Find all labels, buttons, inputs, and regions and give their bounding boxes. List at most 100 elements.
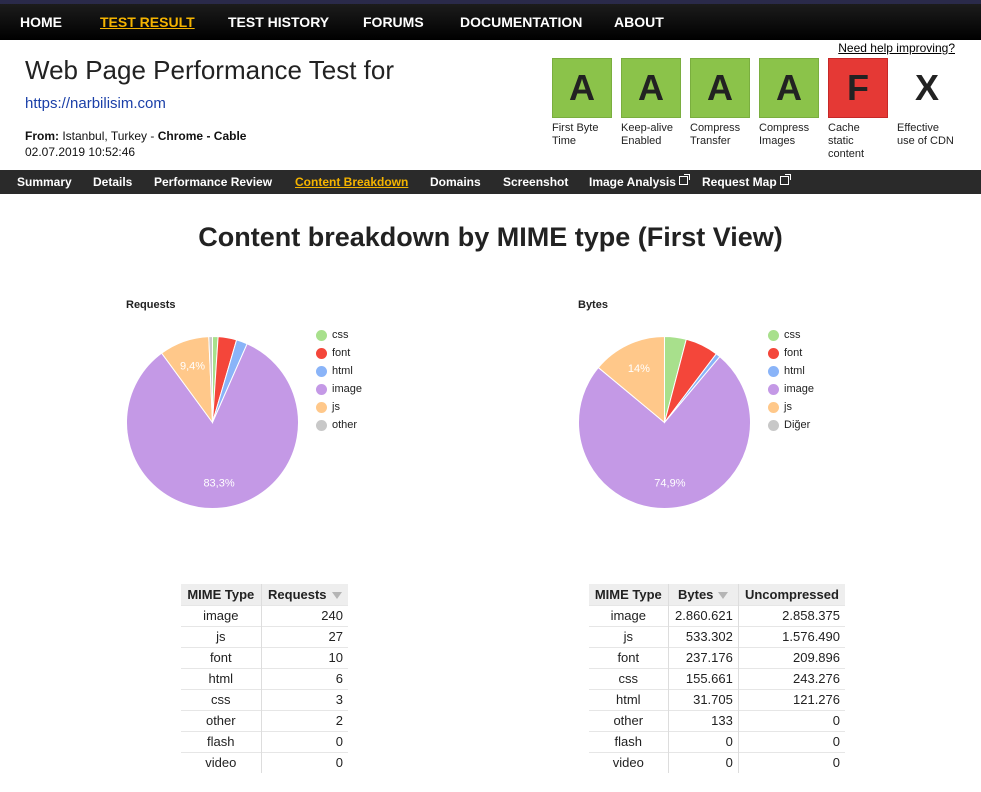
legend-item[interactable]: js [316,398,362,416]
page-title: Web Page Performance Test for [25,55,395,85]
legend-item[interactable]: html [768,362,814,380]
grade-label: Compress Images [759,122,819,148]
tab-domains[interactable]: Domains [430,175,481,189]
table-row: other 2 [181,709,348,731]
grade-first-byte-time[interactable]: A First Byte Time [552,58,612,148]
grade-letter[interactable]: A [621,58,681,118]
legend-label: js [784,401,792,413]
header-label: Requests [268,586,327,602]
mime-type-cell: css [181,688,262,710]
nav-home[interactable]: HOME [20,14,62,30]
nav-about[interactable]: ABOUT [614,14,664,30]
grade-letter[interactable]: A [690,58,750,118]
value-cell: 0 [260,730,348,752]
mime-type-cell: html [589,688,669,710]
grade-compress-transfer[interactable]: A Compress Transfer [690,58,750,148]
help-link[interactable]: Need help improving? [838,41,955,55]
tab-performance-review[interactable]: Performance Review [154,175,273,189]
grade-cdn[interactable]: X Effective use of CDN [897,58,957,148]
header-requests[interactable]: Requests [260,584,348,605]
nav-test-result[interactable]: TEST RESULT [100,14,195,30]
tab-label: Image Analysis [589,175,676,189]
legend-label: html [784,365,805,377]
sub-nav: Summary Details Performance Review Conte… [0,170,981,194]
table-row: css 3 [181,688,348,710]
connection-text: Cable [213,129,247,143]
separator-1: - [150,129,155,143]
pie-slice-js[interactable] [597,335,666,424]
header-mime-type[interactable]: MIME Type [589,584,669,605]
grade-label-line: Transfer [690,135,731,147]
legend-item[interactable]: image [768,380,814,398]
grade-letter[interactable]: A [552,58,612,118]
legend-label: image [784,383,814,395]
value-cell: 121.276 [737,688,845,710]
browser-text: Chrome [157,129,204,143]
pie-slice-image[interactable] [126,343,299,509]
pie-slice-other[interactable] [208,335,213,423]
legend-item[interactable]: image [316,380,362,398]
legend-item[interactable]: Diğer [768,416,814,434]
grade-cache-static[interactable]: F Cache static content [828,58,888,161]
legend-item[interactable]: font [768,344,814,362]
legend-item[interactable]: css [768,326,814,344]
tab-summary[interactable]: Summary [17,175,72,189]
header-uncompressed[interactable]: Uncompressed [737,584,845,605]
legend-label: html [332,365,353,377]
legend-swatch [316,383,327,395]
value-cell: 0 [737,751,845,773]
value-cell: 0 [260,751,348,773]
mime-type-cell: html [181,667,262,689]
table-row: html 6 [181,667,348,689]
value-cell: 27 [260,625,348,647]
nav-forums[interactable]: FORUMS [363,14,424,30]
requests-chart-title: Requests [126,299,176,311]
sort-desc-icon [718,591,729,599]
legend-item[interactable]: other [316,416,362,434]
tab-image-analysis[interactable]: Image Analysis [589,174,690,189]
value-cell: 1.576.490 [737,625,845,647]
grade-label-line: Compress [690,122,741,134]
table-row: font 237.176 209.896 [589,646,845,668]
table-row: flash 0 [181,730,348,752]
requests-legend: css font html image js other [316,326,362,434]
nav-documentation[interactable]: DOCUMENTATION [460,14,583,30]
pie-slice-label: 14% [628,363,650,375]
legend-item[interactable]: html [316,362,362,380]
mime-type-cell: video [589,751,669,773]
grade-letter[interactable]: A [759,58,819,118]
legend-item[interactable]: css [316,326,362,344]
tab-request-map[interactable]: Request Map [702,174,791,189]
grade-compress-images[interactable]: A Compress Images [759,58,819,148]
value-cell: 2.860.621 [667,604,739,626]
header-mime-type[interactable]: MIME Type [181,584,262,605]
value-cell: 240 [260,604,348,626]
grade-keep-alive[interactable]: A Keep-alive Enabled [621,58,681,148]
grade-letter[interactable]: F [828,58,888,118]
tab-content-breakdown[interactable]: Content Breakdown [295,175,409,189]
tab-screenshot[interactable]: Screenshot [503,175,569,189]
mime-type-cell: js [181,625,262,647]
table-row: video 0 0 [589,751,845,773]
grade-label: Keep-alive Enabled [621,122,681,148]
value-cell: 0 [667,730,739,752]
value-cell: 243.276 [737,667,845,689]
grade-letter[interactable]: X [914,67,939,108]
grade-label: Effective use of CDN [897,122,957,148]
value-cell: 209.896 [737,646,845,668]
pie-slice-image[interactable] [578,355,751,509]
grade-label-line: Keep-alive [621,122,673,134]
legend-item[interactable]: js [768,398,814,416]
top-nav: HOME TEST RESULT TEST HISTORY FORUMS DOC… [0,0,981,40]
header-bytes[interactable]: Bytes [667,584,739,605]
nav-test-history[interactable]: TEST HISTORY [228,14,330,30]
tested-url-link[interactable]: https://narbilisim.com [25,95,166,112]
legend-item[interactable]: font [316,344,362,362]
tab-details[interactable]: Details [93,175,133,189]
legend-swatch [316,419,327,431]
table-row: js 533.302 1.576.490 [589,625,845,647]
grade-label-line: Compress [759,122,810,134]
legend-swatch [316,365,327,377]
value-cell: 31.705 [667,688,739,710]
grade-label: Cache static content [828,122,888,161]
